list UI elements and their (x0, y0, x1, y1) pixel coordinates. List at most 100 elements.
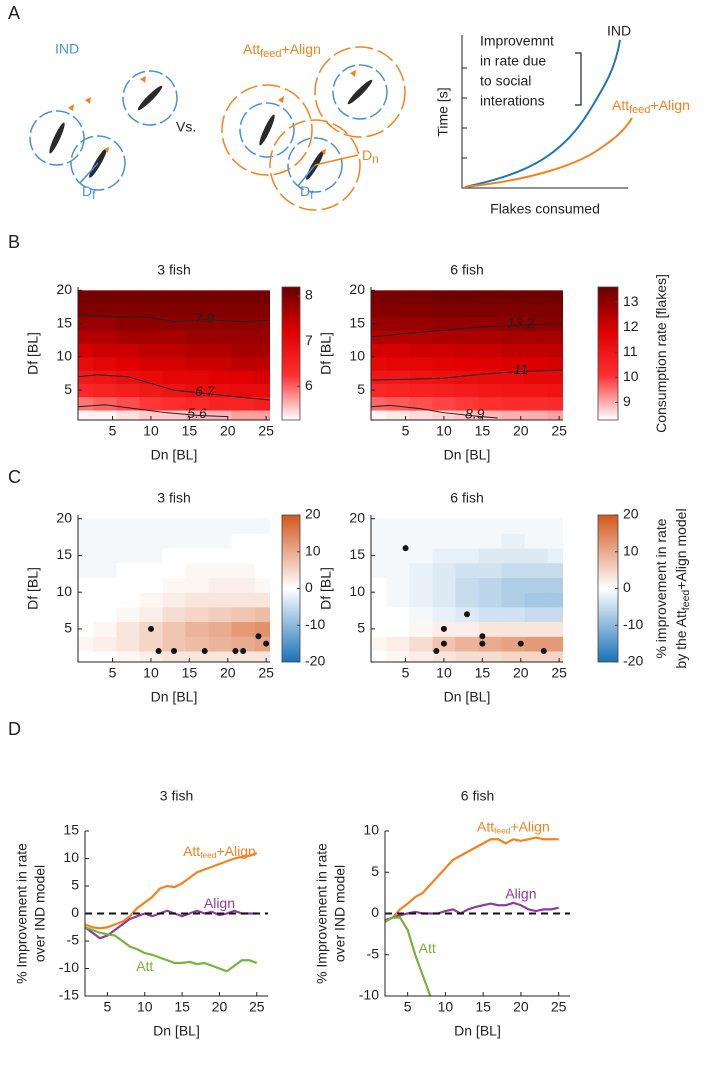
y-tick-label: -5 (367, 945, 380, 961)
heat-cell (547, 636, 563, 652)
heat-cell (254, 650, 270, 662)
y-tick-label: 5 (64, 620, 72, 636)
heat-cell (455, 592, 480, 608)
heat-cell (208, 330, 233, 345)
heat-cell (208, 621, 233, 637)
heat-cell (547, 606, 563, 623)
heat-cell (547, 330, 563, 345)
x-tick-label: 10 (143, 423, 159, 439)
heat-cell (139, 518, 163, 534)
heat-cell (409, 316, 433, 331)
colorbar-tick-label: 9 (623, 393, 631, 409)
heat-cell (185, 290, 210, 305)
heat-cell (386, 410, 410, 420)
heat-cell (208, 396, 233, 411)
ind-label: IND (607, 23, 631, 39)
heat-cell (231, 548, 256, 564)
heat-cell (547, 650, 563, 662)
series-label: Att (419, 939, 436, 955)
point (540, 647, 547, 654)
heat-cell (162, 621, 187, 637)
heat-cell (409, 518, 433, 534)
heat-cell (116, 518, 140, 534)
heat-cell (432, 606, 456, 623)
heat-cell (501, 548, 526, 564)
heat-cell (524, 410, 549, 420)
heat-cell (162, 606, 187, 623)
heat-cell (478, 410, 503, 420)
heat-cell (116, 562, 140, 578)
heat-cell (208, 356, 233, 371)
x-tick-label: 20 (220, 423, 236, 439)
heat-cell (116, 356, 140, 371)
heat-cell (386, 577, 410, 593)
heat-cell (409, 548, 433, 564)
heat-cell (386, 518, 410, 534)
heat-cell (185, 518, 210, 534)
heat-cell (185, 303, 210, 318)
heat-cell (386, 343, 410, 358)
chart-title: 3 fish (160, 788, 193, 804)
heat-cell (524, 383, 549, 398)
x-axis-label: Dn [BL] (151, 689, 198, 705)
text-part: D (300, 183, 310, 199)
heat-cell (116, 533, 140, 549)
schematic-curve (464, 117, 633, 188)
y-tick-label: 0 (371, 904, 379, 920)
heat-cell (501, 290, 526, 305)
point (433, 647, 440, 654)
heat-cell (547, 592, 563, 608)
heat-cell (547, 356, 563, 371)
y-tick-label: 0 (71, 904, 79, 920)
heat-cell (116, 290, 140, 305)
note: interations (480, 93, 545, 109)
heat-cell (501, 383, 526, 398)
heat-cell (432, 396, 456, 411)
x-tick-label: 20 (212, 999, 228, 1015)
heat-cell (386, 636, 410, 652)
heat-cell (93, 533, 117, 549)
heat-cell (386, 606, 410, 623)
x-tick-label: 25 (551, 423, 567, 439)
y-tick-label: -10 (59, 959, 79, 975)
heat-cell (162, 343, 187, 358)
text-part: feed (629, 104, 650, 116)
heat-cell (254, 316, 270, 331)
heat-cell (254, 577, 270, 593)
heat-cell (231, 303, 256, 318)
heat-cell (254, 410, 270, 420)
axis-line (77, 515, 270, 663)
heat-cell (139, 577, 163, 593)
heat-cell (93, 396, 117, 411)
point (232, 647, 239, 654)
colorbar-label: by the Attfeed+Align model (673, 508, 692, 668)
point (147, 625, 154, 632)
heat-cell (208, 636, 233, 652)
heat-cell (162, 636, 187, 652)
x-tick-label: 10 (438, 999, 454, 1015)
heat-cell (231, 343, 256, 358)
heat-cell (432, 562, 456, 578)
heat-cell (432, 592, 456, 608)
chart-panel: -20 -10 0 10 20 % improvement in rate by the A… (318, 490, 692, 705)
heat-cell (371, 316, 387, 331)
heat-cell (386, 562, 410, 578)
heat-cell (139, 383, 163, 398)
heat-cell (371, 356, 387, 371)
heat-cell (409, 636, 433, 652)
contour-label: 11 (513, 361, 528, 377)
point (201, 647, 208, 654)
heat-cell (93, 410, 117, 420)
heat-cell (162, 533, 187, 549)
heat-cell (478, 606, 503, 623)
heat-cell (501, 577, 526, 593)
colorbar-tick-label: 0 (305, 579, 313, 595)
heat-cell (254, 356, 270, 371)
heat-cell (501, 303, 526, 318)
x-tick-label: 20 (513, 665, 529, 681)
heat-cell (254, 383, 270, 398)
colorbar-tick-label: 0 (623, 579, 631, 595)
heat-cell (501, 343, 526, 358)
heat-cell (208, 533, 233, 549)
colorbar-tick-label: -20 (623, 653, 643, 669)
